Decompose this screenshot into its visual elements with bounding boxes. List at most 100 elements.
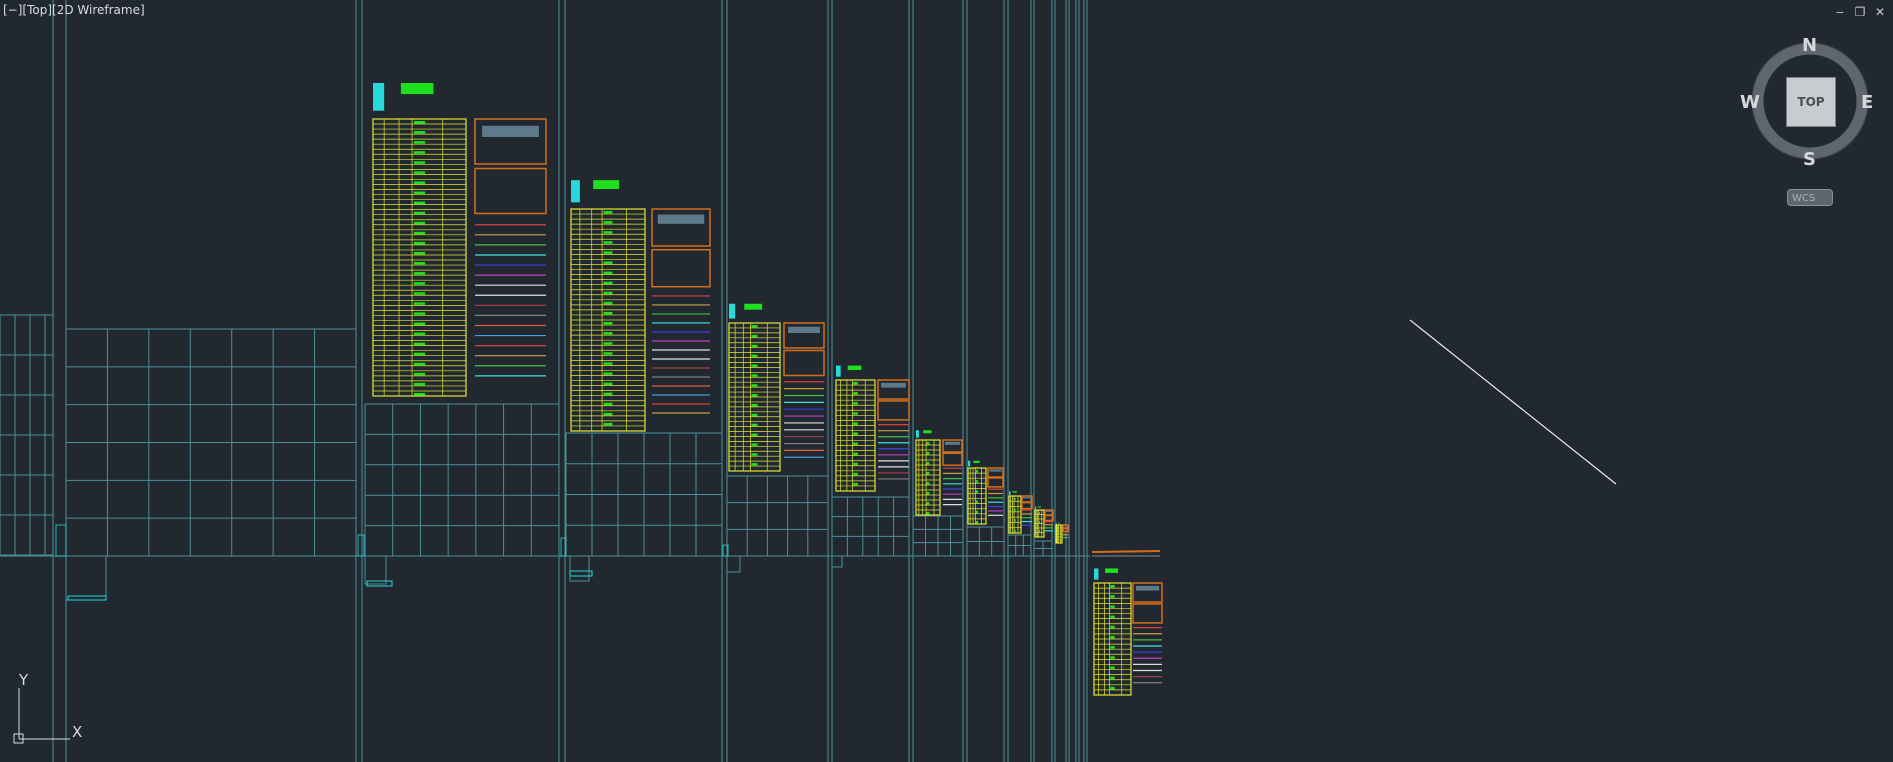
table-symbol[interactable] [1038,512,1041,515]
title-block[interactable] [831,555,843,568]
table-symbol[interactable] [413,151,426,154]
orange-frame[interactable] [1044,514,1054,522]
table-symbol[interactable] [603,231,613,234]
table-symbol[interactable] [926,442,930,445]
legend-header[interactable] [1037,506,1041,508]
orange-frame[interactable] [877,400,910,421]
table-symbol[interactable] [751,354,758,358]
table-symbol[interactable] [926,492,930,495]
compass-west[interactable]: W [1740,92,1760,113]
table-symbol[interactable] [603,372,613,375]
table-symbol[interactable] [1038,521,1041,524]
table-symbol[interactable] [1038,530,1041,533]
table-symbol[interactable] [751,384,758,387]
wcs-menu-button[interactable]: WCS [1787,189,1833,206]
legend-header[interactable] [1057,522,1060,524]
legend-header[interactable] [1105,568,1119,573]
table-symbol[interactable] [751,394,758,397]
table-symbol[interactable] [603,301,613,305]
diagonal-line[interactable] [1409,319,1617,485]
close-icon[interactable]: ✕ [1874,5,1886,19]
table-symbol[interactable] [413,231,426,235]
table-symbol[interactable] [853,392,858,395]
minimize-icon[interactable]: ‒ [1836,5,1844,19]
table-symbol[interactable] [751,325,758,328]
table-symbol[interactable] [926,452,930,455]
table-symbol[interactable] [926,502,930,505]
orange-frame[interactable] [1062,527,1069,533]
table-symbol[interactable] [751,463,758,466]
title-block-label[interactable] [67,595,107,601]
orange-frame[interactable] [987,477,1004,488]
table-symbol[interactable] [413,372,426,376]
table-symbol[interactable] [975,510,979,514]
orange-frame[interactable] [942,439,963,453]
frame-content[interactable] [989,469,1002,472]
table-symbol[interactable] [1014,498,1016,501]
table-symbol[interactable] [603,241,613,244]
legend-icons[interactable] [1009,491,1011,495]
compass-north[interactable]: N [1802,35,1818,56]
table-symbol[interactable] [751,374,758,377]
table-symbol[interactable] [1014,529,1016,533]
table-symbol[interactable] [1058,527,1060,529]
table-symbol[interactable] [751,344,758,348]
table-symbol[interactable] [603,291,613,295]
grid-block[interactable] [726,475,829,557]
table-symbol[interactable] [413,211,426,215]
legend-header[interactable] [400,82,434,95]
table-symbol[interactable] [413,191,426,195]
table-symbol[interactable] [751,433,758,436]
table-symbol[interactable] [1110,666,1115,669]
table-symbol[interactable] [751,334,758,338]
compass-east[interactable]: E [1861,92,1874,113]
legend-table[interactable] [915,439,941,516]
table-symbol[interactable] [751,413,758,417]
legend-icons[interactable] [968,460,971,467]
table-symbol[interactable] [413,241,426,245]
table-symbol[interactable] [751,423,758,427]
table-symbol[interactable] [1014,519,1016,522]
table-symbol[interactable] [853,412,858,415]
table-symbol[interactable] [603,362,613,365]
title-block[interactable] [569,555,590,582]
table-symbol[interactable] [853,452,858,456]
table-symbol[interactable] [751,364,758,367]
orange-frame[interactable] [942,452,963,466]
table-symbol[interactable] [603,322,613,325]
orange-frame[interactable] [651,208,711,247]
frame-content[interactable] [657,214,705,224]
table-symbol[interactable] [413,251,426,255]
table-symbol[interactable] [603,311,613,315]
table-symbol[interactable] [413,262,426,265]
viewport-controls-label[interactable]: [−][Top][2D Wireframe] [3,3,145,17]
vertical-label[interactable] [560,537,567,557]
table-symbol[interactable] [975,520,979,524]
table-symbol[interactable] [1058,533,1060,535]
table-symbol[interactable] [1110,625,1115,629]
title-block-label[interactable] [366,580,393,587]
legend-icons[interactable] [1035,506,1037,510]
table-symbol[interactable] [413,121,426,124]
table-symbol[interactable] [975,470,979,473]
table-symbol[interactable] [1110,585,1115,588]
table-symbol[interactable] [413,332,426,336]
legend-header[interactable] [744,303,763,310]
table-symbol[interactable] [413,282,426,285]
table-symbol[interactable] [413,171,426,174]
table-symbol[interactable] [413,201,426,205]
orange-frame[interactable] [474,118,547,165]
table-symbol[interactable] [413,131,426,134]
table-symbol[interactable] [413,382,426,386]
legend-header[interactable] [1012,491,1017,493]
title-block[interactable] [65,555,107,601]
legend-icons[interactable] [729,303,736,319]
frame-content[interactable] [482,125,539,137]
table-symbol[interactable] [1110,656,1115,659]
legend-icons[interactable] [916,430,919,438]
table-symbol[interactable] [603,382,613,386]
orange-frame[interactable] [651,248,711,288]
orange-frame[interactable] [783,349,825,377]
